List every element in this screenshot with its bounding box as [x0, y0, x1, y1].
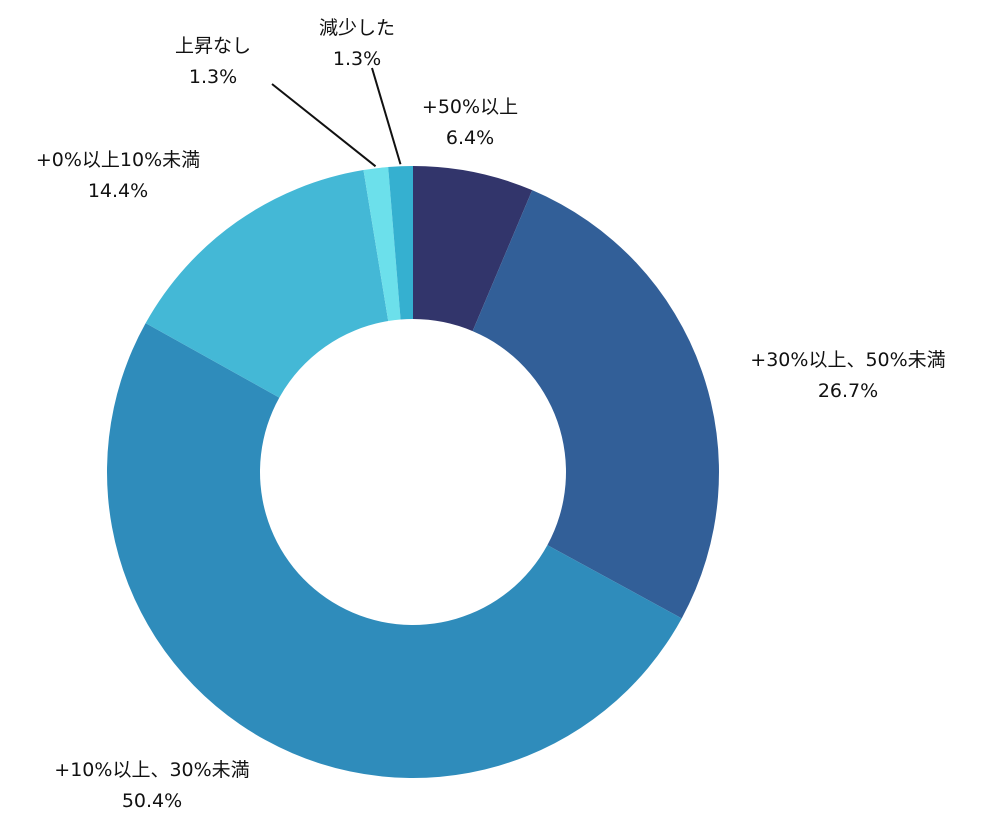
slice-label-4: 上昇なし 1.3% — [175, 35, 251, 88]
donut-slice-5 — [388, 166, 413, 320]
slice-label-2: +10%以上、30%未満 50.4% — [54, 759, 249, 812]
donut-slice-3 — [145, 170, 389, 398]
slice-label-name: 減少した — [319, 17, 395, 39]
slice-label-name: +0%以上10%未満 — [36, 149, 200, 171]
slice-label-0: +50%以上 6.4% — [422, 96, 518, 149]
donut-slice-1 — [472, 190, 719, 619]
leader-line-5 — [371, 67, 402, 165]
slice-label-value: 14.4% — [88, 180, 148, 202]
slice-label-value: 26.7% — [818, 380, 878, 402]
slice-label-5: 減少した 1.3% — [319, 17, 395, 70]
slice-label-value: 1.3% — [333, 48, 381, 70]
leader-line-4 — [271, 83, 377, 168]
slice-label-3: +0%以上10%未満 14.4% — [36, 149, 200, 202]
slice-label-value: 1.3% — [189, 66, 237, 88]
slice-label-name: +30%以上、50%未満 — [750, 349, 945, 371]
slice-label-name: +50%以上 — [422, 96, 518, 118]
donut-slice-4 — [363, 167, 401, 322]
slice-label-1: +30%以上、50%未満 26.7% — [750, 349, 945, 402]
slice-label-value: 6.4% — [446, 127, 494, 149]
slice-label-name: 上昇なし — [175, 35, 251, 57]
slice-label-name: +10%以上、30%未満 — [54, 759, 249, 781]
donut-slice-2 — [107, 323, 682, 778]
donut-slice-0 — [413, 166, 533, 332]
slice-label-value: 50.4% — [122, 790, 182, 812]
